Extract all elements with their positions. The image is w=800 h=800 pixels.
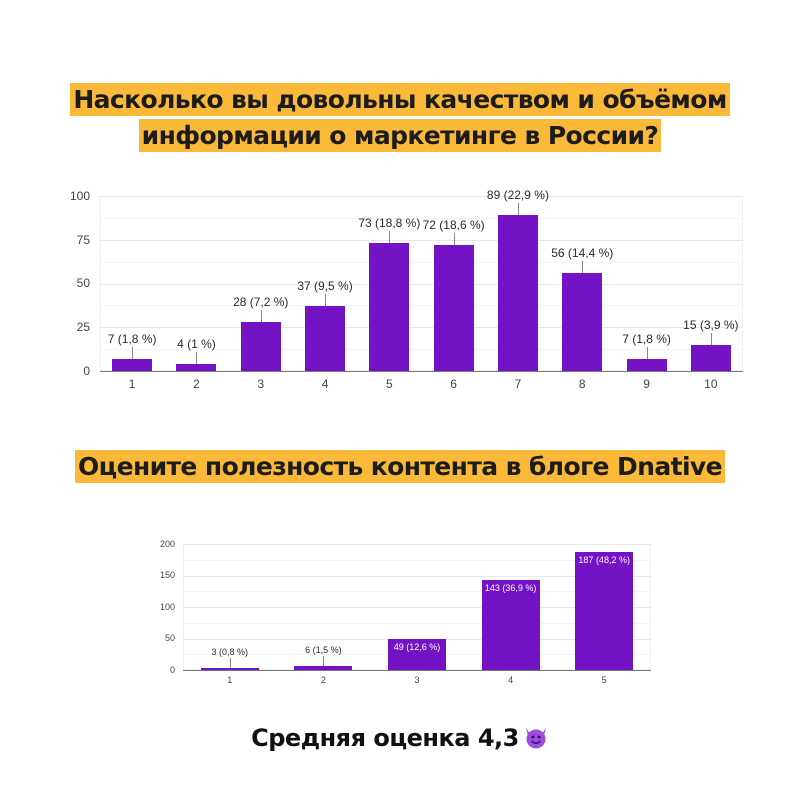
x-axis-line: [183, 670, 651, 671]
label-leader-line: [646, 346, 648, 359]
label-leader-line: [132, 346, 134, 359]
title-1-line-1: Насколько вы довольны качеством и объёмо…: [70, 83, 730, 116]
bar-2: [294, 666, 353, 670]
x-axis-tick-label: 4: [321, 377, 329, 391]
gridline: [183, 544, 651, 545]
label-leader-line: [582, 261, 584, 273]
gridline: [100, 262, 743, 263]
bar-value-label: 15 (3,9 %): [683, 317, 739, 332]
label-leader-line: [453, 233, 455, 245]
bar-3: [388, 639, 446, 670]
x-axis-tick-label: 9: [643, 377, 650, 391]
x-axis-tick-label: 5: [601, 675, 607, 685]
page-title-question-1: Насколько вы довольны качеством и объёмо…: [0, 82, 800, 154]
bar-4: [481, 579, 540, 670]
x-axis-tick-label: 1: [227, 675, 233, 685]
smiling-devil-icon: [523, 725, 549, 749]
gridline: [100, 218, 743, 219]
x-axis-tick-label: 4: [508, 675, 514, 685]
y-axis-tick-label: 100: [69, 188, 90, 203]
label-leader-line: [517, 203, 519, 216]
bar-5: [575, 552, 634, 670]
bar-value-label: 4 (1 %): [177, 337, 216, 351]
y-axis-tick-label: 25: [76, 320, 90, 335]
bar-9: [626, 358, 667, 371]
bar-1: [200, 668, 259, 670]
label-leader-line: [325, 294, 327, 307]
x-axis-tick-label: 10: [704, 377, 718, 391]
bar-value-label: 72 (18,6 %): [422, 218, 485, 232]
title-2-text: Оцените полезность контента в блоге Dnat…: [75, 450, 725, 483]
x-axis-tick-label: 5: [386, 377, 393, 391]
label-leader-line: [229, 658, 231, 669]
bar-value-label: 187 (48,2 %): [578, 555, 630, 566]
bar-value-label: 7 (1,8 %): [107, 331, 157, 346]
label-leader-line: [389, 231, 391, 244]
x-axis-tick-label: 2: [320, 675, 326, 685]
bar-7: [497, 215, 538, 371]
label-leader-line: [196, 352, 198, 364]
bar-6: [433, 245, 474, 371]
bar-value-label: 6 (1,5 %): [305, 644, 342, 655]
gridline: [183, 560, 651, 561]
title-1-line-2: информации о маркетинге в России?: [138, 119, 662, 152]
gridline: [183, 623, 651, 624]
gridline: [100, 305, 743, 306]
bar-5: [369, 243, 410, 371]
label-leader-line: [260, 310, 262, 322]
x-axis-tick-label: 1: [128, 377, 136, 391]
y-axis-tick-label: 100: [159, 601, 175, 612]
y-axis-tick-label: 75: [76, 232, 90, 247]
page-title-question-2: Оцените полезность контента в блоге Dnat…: [0, 448, 800, 485]
bar-2: [176, 364, 217, 371]
bar-10: [690, 344, 731, 371]
y-axis-tick-label: 0: [83, 363, 90, 378]
bar-value-label: 49 (12,6 %): [393, 642, 441, 653]
gridline: [183, 591, 651, 592]
x-axis-tick-label: 3: [257, 377, 265, 391]
label-leader-line: [710, 332, 712, 345]
x-axis-tick-label: 2: [193, 377, 200, 391]
bar-value-label: 3 (0,8 %): [211, 646, 249, 657]
bar-4: [305, 306, 346, 371]
gridline: [100, 349, 743, 350]
gridline: [100, 284, 743, 285]
x-axis-tick-label: 3: [414, 675, 420, 685]
gridline: [100, 327, 743, 328]
bar-value-label: 73 (18,8 %): [358, 216, 421, 231]
x-axis-tick-label: 7: [514, 377, 522, 391]
x-axis-tick-label: 6: [450, 377, 457, 391]
y-axis-tick-label: 50: [164, 633, 175, 644]
gridline: [183, 607, 651, 608]
gridline: [100, 240, 743, 241]
bar-value-label: 56 (14,4 %): [551, 246, 614, 260]
y-axis-tick-label: 50: [76, 276, 90, 291]
bar-3: [240, 322, 281, 371]
bar-value-label: 37 (9,5 %): [297, 279, 353, 294]
bar-value-label: 89 (22,9 %): [486, 188, 549, 203]
label-leader-line: [323, 656, 325, 667]
average-rating: Средняя оценка 4,3: [0, 724, 800, 752]
y-axis-tick-label: 0: [169, 664, 175, 675]
gridline: [100, 196, 743, 197]
x-axis-tick-label: 8: [578, 377, 586, 391]
average-rating-text: Средняя оценка 4,3: [251, 724, 519, 752]
gridline: [183, 576, 651, 577]
x-axis-line: [100, 371, 743, 372]
bar-value-label: 28 (7,2 %): [233, 295, 289, 309]
bar-value-label: 143 (36,9 %): [484, 582, 537, 593]
y-axis-tick-label: 200: [159, 538, 175, 549]
bar-1: [112, 358, 153, 371]
bar-value-label: 7 (1,8 %): [622, 331, 671, 346]
y-axis-tick-label: 150: [159, 570, 175, 581]
bar-8: [562, 273, 603, 371]
